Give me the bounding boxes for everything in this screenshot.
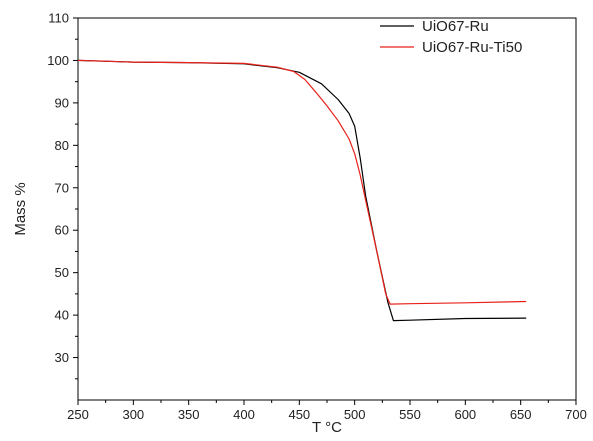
- x-axis-title: T °C: [312, 419, 342, 436]
- x-tick-label: 550: [399, 407, 421, 422]
- y-tick-label: 90: [55, 95, 69, 110]
- legend-label-uio67-ru-ti50: UiO67-Ru-Ti50: [422, 39, 522, 56]
- x-tick-label: 350: [178, 407, 200, 422]
- y-tick-label: 60: [55, 223, 69, 238]
- x-axis-ticks: 250 300 350 400 450 500 550 600 650 700: [67, 400, 587, 422]
- x-tick-label: 500: [344, 407, 366, 422]
- legend: UiO67-Ru UiO67-Ru-Ti50: [380, 18, 522, 56]
- y-tick-label: 50: [55, 265, 69, 280]
- y-axis-ticks: 30 40 50 60 70 80 90 100 110: [47, 11, 78, 380]
- x-tick-label: 300: [122, 407, 144, 422]
- legend-label-uio67-ru: UiO67-Ru: [422, 18, 489, 35]
- y-tick-label: 110: [48, 11, 69, 26]
- y-axis-title: Mass %: [12, 182, 29, 235]
- x-tick-label: 450: [288, 407, 310, 422]
- x-tick-label: 650: [510, 407, 532, 422]
- x-tick-label: 700: [565, 407, 587, 422]
- series-line-uio67-ru: [77, 59, 527, 322]
- y-tick-label: 70: [55, 180, 69, 195]
- plot-frame: [77, 17, 577, 401]
- x-tick-label: 600: [454, 407, 476, 422]
- x-tick-label: 250: [67, 407, 89, 422]
- series-lines: [77, 59, 527, 322]
- series-line-uio67-ru-ti50: [77, 59, 527, 305]
- y-tick-label: 30: [55, 350, 69, 365]
- x-tick-label: 400: [233, 407, 255, 422]
- y-tick-label: 80: [55, 138, 69, 153]
- y-tick-label: 40: [55, 308, 69, 323]
- y-tick-label: 100: [47, 53, 69, 68]
